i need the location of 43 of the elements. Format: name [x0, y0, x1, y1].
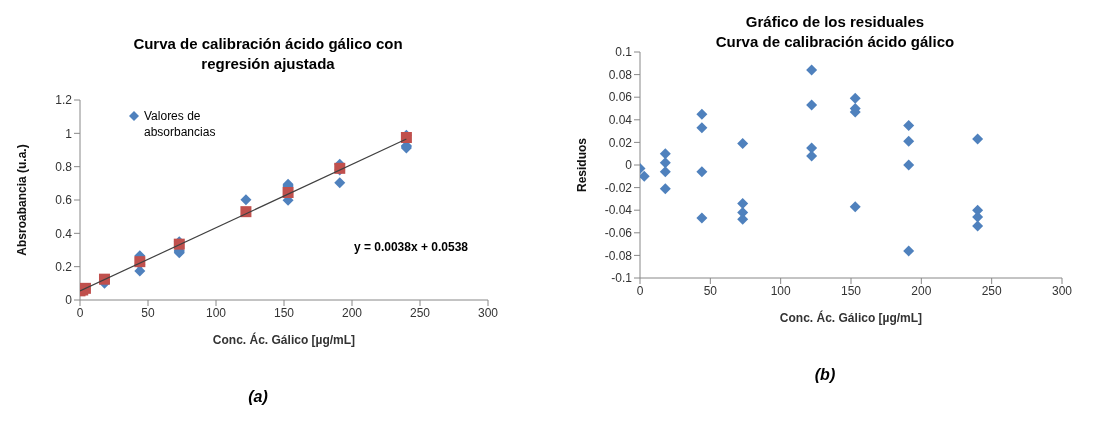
y-tick-label: 0.1	[615, 45, 633, 60]
y-tick-label: 0.04	[608, 113, 633, 128]
y-tick-label: 0.2	[55, 259, 73, 274]
text: (a)	[247, 388, 269, 406]
y-tick-label: 0	[625, 158, 633, 173]
x-tick-label: 0	[636, 283, 644, 298]
x-tick-label: 150	[840, 283, 862, 298]
y-tick-label: 0.08	[608, 67, 633, 82]
x-tick-label: 100	[770, 283, 791, 298]
annotation: y = 0.0038x + 0.0538	[353, 240, 468, 254]
y-tick-label: 0	[65, 293, 73, 308]
text: (b)	[813, 366, 837, 384]
y-axis-title: Absroabancia (u.a.)	[15, 144, 30, 256]
x-tick-label: 0	[76, 305, 84, 320]
x-tick-label: 50	[703, 283, 718, 298]
x-axis-title: Conc. Ác. Gálico [µg/mL]	[779, 310, 923, 325]
x-tick-label: 150	[273, 305, 295, 320]
y-tick-label: -0.1	[611, 271, 633, 286]
x-tick-label: 200	[911, 283, 932, 298]
legend-label: Valores de absorbancias	[144, 108, 217, 140]
y-tick-label: 0.6	[55, 193, 73, 208]
x-tick-label: 300	[1051, 283, 1073, 298]
chart-title: Gráfico de los residuales	[744, 12, 926, 32]
y-tick-label: -0.04	[604, 203, 633, 218]
x-tick-label: 250	[409, 305, 431, 320]
y-tick-label: 1	[65, 126, 73, 141]
chart-title: Curva de calibración ácido gálico con regresión ajustada	[132, 34, 404, 74]
y-tick-label: -0.08	[604, 248, 633, 263]
y-tick-label: 1.2	[55, 93, 73, 108]
x-tick-label: 50	[141, 305, 155, 320]
y-tick-label: 0.8	[55, 159, 73, 174]
chart-subtitle: Curva de calibración ácido gálico	[715, 33, 955, 50]
y-tick-label: 0.02	[608, 135, 633, 150]
x-tick-label: 100	[205, 305, 227, 320]
x-tick-label: 200	[341, 305, 363, 320]
y-tick-label: 0.4	[55, 226, 73, 241]
x-tick-label: 300	[477, 305, 499, 320]
y-tick-label: 0.06	[608, 90, 633, 105]
x-axis-title: Conc. Ác. Gálico [µg/mL]	[212, 332, 356, 347]
x-tick-label: 250	[981, 283, 1002, 298]
y-tick-label: -0.06	[604, 226, 633, 241]
y-axis-title: Residuos	[575, 137, 590, 193]
y-tick-label: -0.02	[604, 180, 633, 195]
